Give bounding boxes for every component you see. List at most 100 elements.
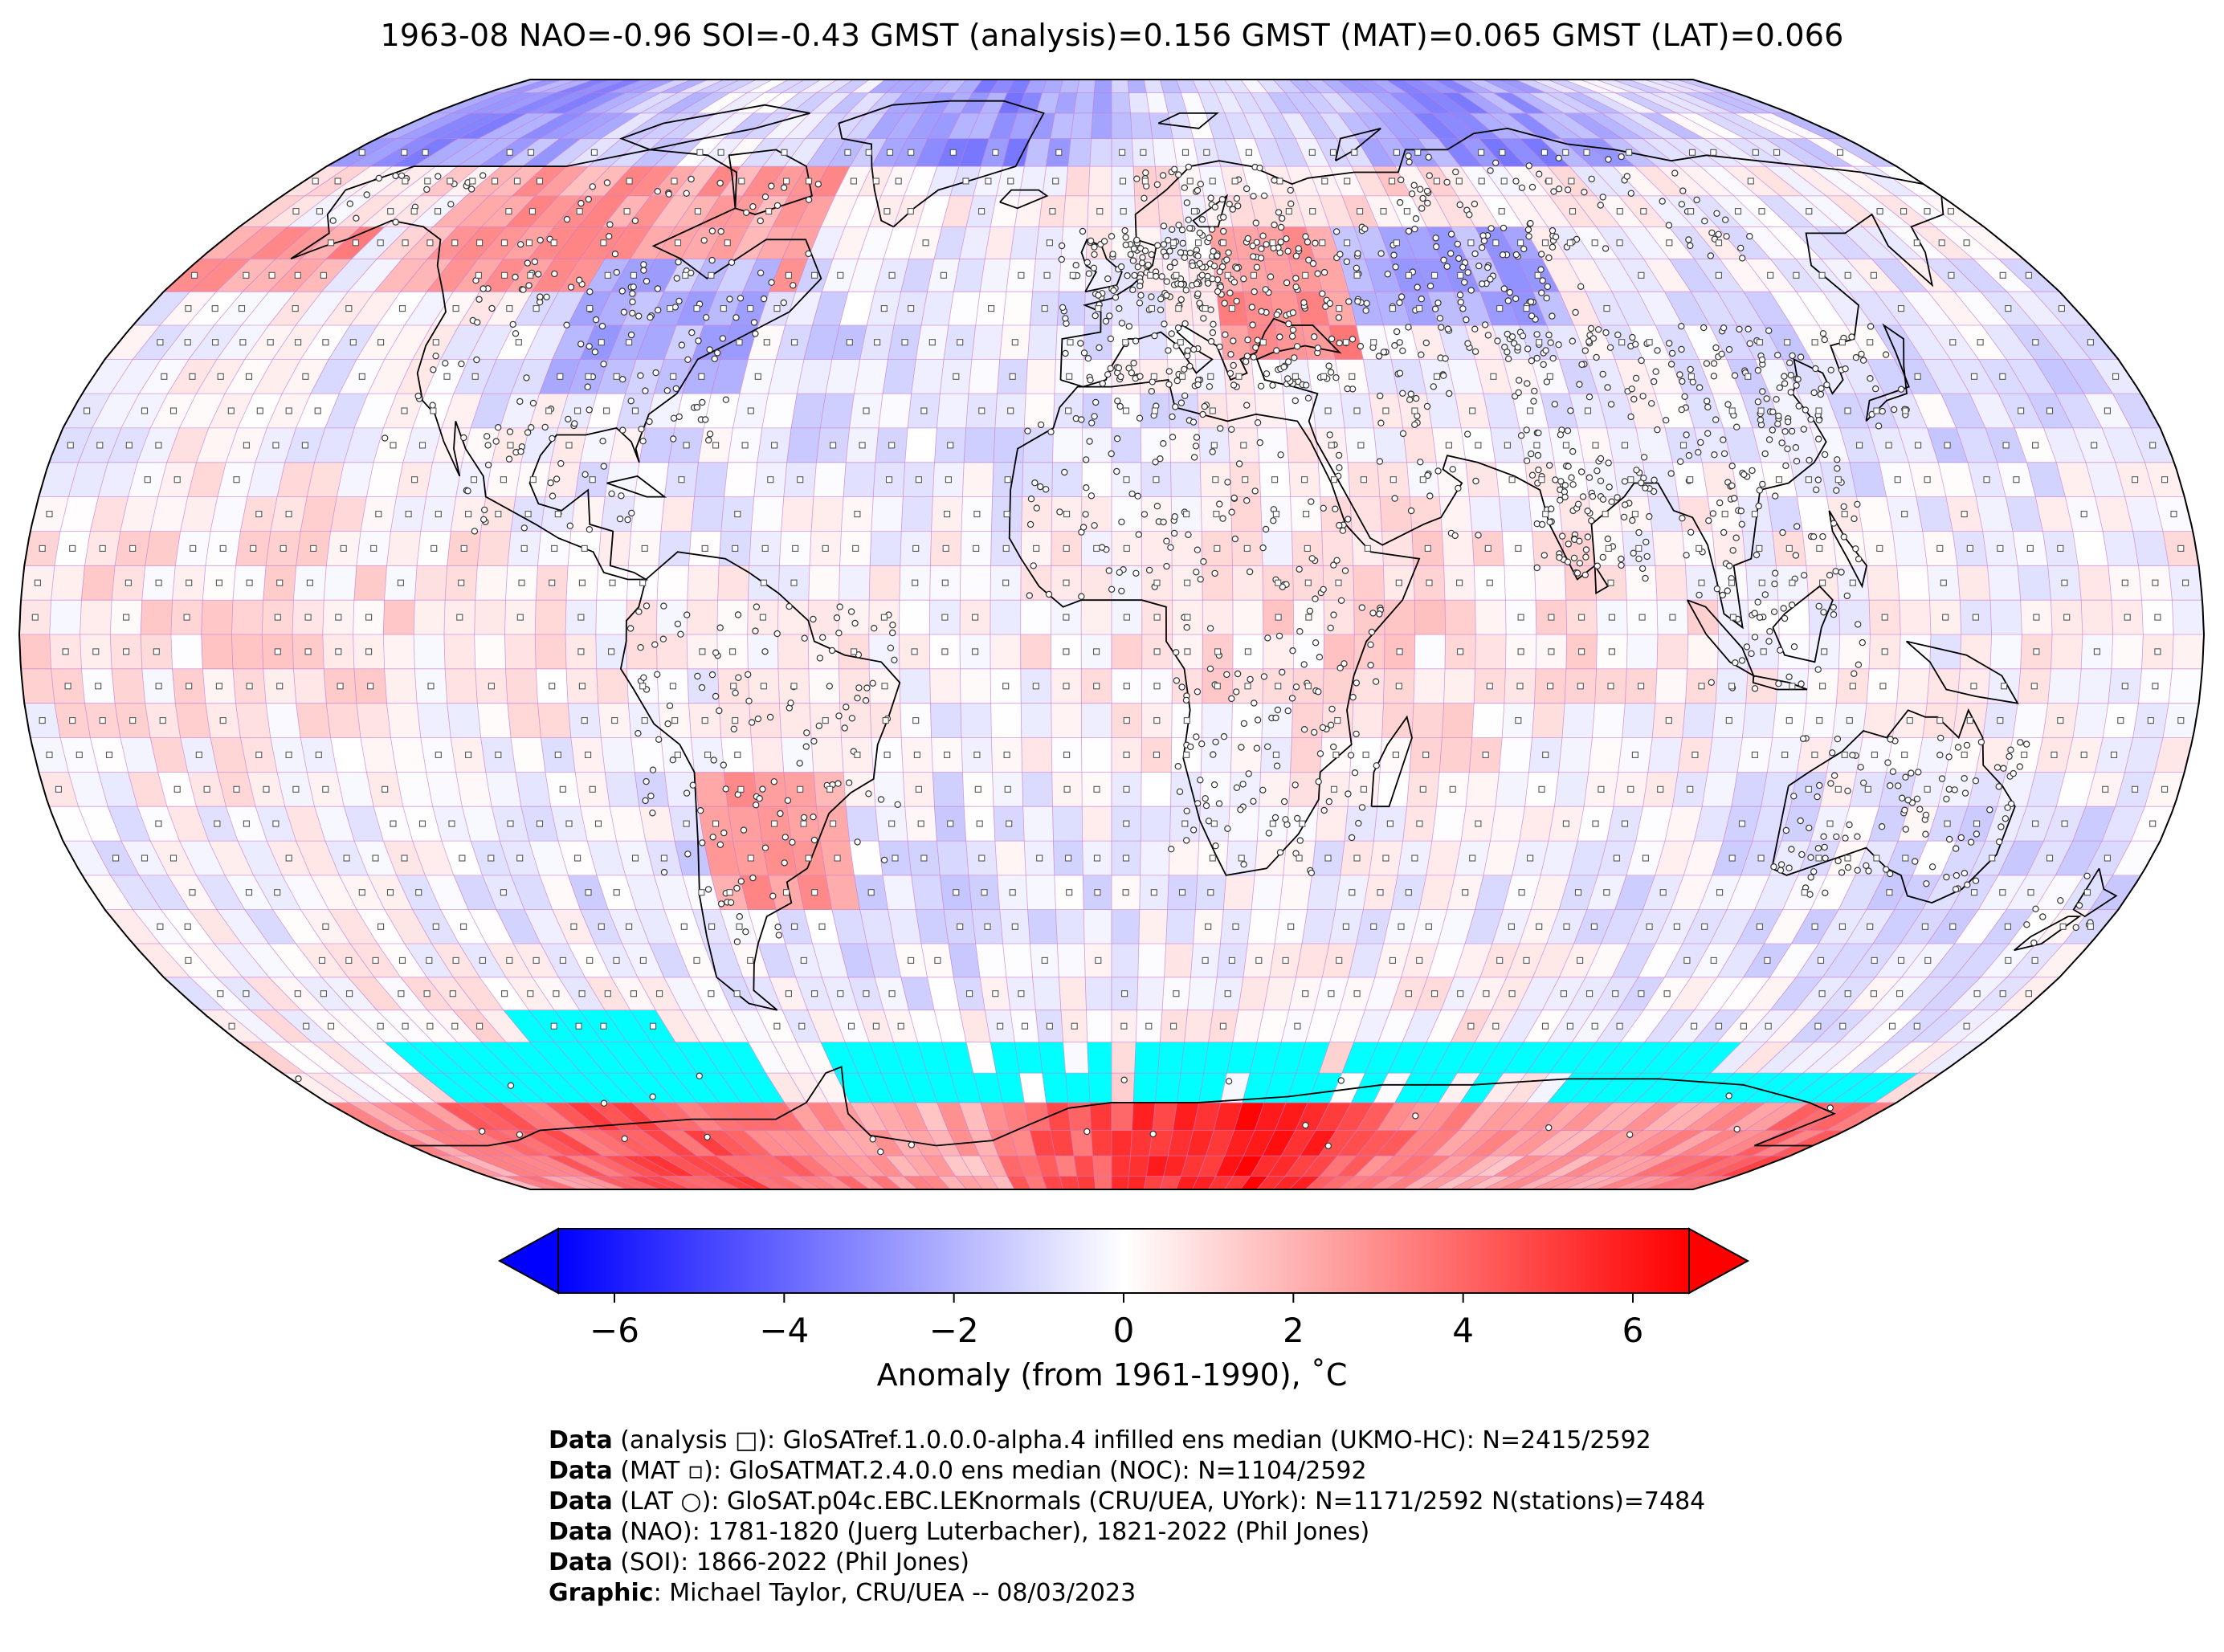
station-marker <box>1781 380 1789 387</box>
station-marker <box>1725 1092 1732 1099</box>
analysis-marker <box>426 957 433 964</box>
grid-cell <box>1797 496 1833 532</box>
station-marker <box>1746 340 1753 347</box>
grid-cell <box>993 427 1025 463</box>
station-marker <box>1406 396 1414 403</box>
station-marker <box>753 802 760 809</box>
station-marker <box>769 892 777 899</box>
station-marker <box>730 725 738 733</box>
station-marker <box>1358 804 1366 811</box>
station-marker <box>1897 385 1905 393</box>
analysis-marker <box>1598 785 1605 793</box>
grid-cell <box>1168 840 1200 876</box>
analysis-marker <box>1093 785 1100 793</box>
station-marker <box>549 492 557 500</box>
analysis-marker <box>1867 923 1874 930</box>
station-marker <box>1854 500 1861 508</box>
station-marker <box>480 516 488 524</box>
station-marker <box>796 760 803 767</box>
grid-cell <box>1021 737 1053 773</box>
station-marker <box>1171 513 1178 520</box>
station-marker <box>1700 324 1708 332</box>
station-marker <box>613 268 621 276</box>
station-marker <box>1380 349 1388 356</box>
station-marker <box>1828 749 1836 757</box>
station-marker <box>1209 448 1216 455</box>
station-marker <box>1963 741 1971 749</box>
grid-cell <box>929 668 961 704</box>
analysis-marker <box>811 889 818 896</box>
station-marker <box>736 912 744 920</box>
station-marker <box>1139 254 1146 261</box>
station-marker <box>1822 889 1829 897</box>
grid-cell <box>1409 496 1443 532</box>
station-marker <box>1638 565 1647 573</box>
station-marker <box>1214 288 1222 296</box>
station-marker <box>732 689 739 697</box>
analysis-marker <box>785 990 792 997</box>
station-marker <box>1326 300 1334 308</box>
station-marker <box>1300 299 1308 306</box>
station-marker <box>1604 384 1611 391</box>
station-marker <box>1844 863 1852 871</box>
grid-cell <box>948 291 981 326</box>
analysis-marker <box>1324 855 1332 862</box>
analysis-marker <box>680 923 688 930</box>
station-marker <box>1629 516 1636 524</box>
analysis-marker <box>1607 683 1614 690</box>
station-marker <box>1759 388 1766 395</box>
station-marker <box>1396 299 1403 307</box>
station-marker <box>810 836 818 844</box>
analysis-marker <box>390 820 397 827</box>
station-marker <box>1945 753 1953 761</box>
station-marker <box>810 615 817 623</box>
grid-cell <box>1140 840 1170 876</box>
station-marker <box>1564 427 1572 434</box>
analysis-marker <box>578 990 586 997</box>
grid-cell <box>1051 462 1083 497</box>
station-marker <box>1282 816 1289 823</box>
station-marker <box>628 509 635 517</box>
station-marker <box>908 1141 916 1148</box>
station-marker <box>1169 434 1177 441</box>
station-marker <box>611 251 619 258</box>
station-marker <box>1438 324 1445 331</box>
station-marker <box>1114 398 1121 405</box>
analysis-marker <box>377 1022 384 1030</box>
station-marker <box>1471 325 1479 332</box>
station-marker <box>1518 184 1526 191</box>
station-marker <box>1224 825 1231 833</box>
analysis-marker <box>600 1022 607 1030</box>
analysis-marker <box>913 751 920 758</box>
station-marker <box>749 874 757 882</box>
analysis-marker <box>1332 751 1340 758</box>
station-marker <box>1418 351 1425 358</box>
station-marker <box>1280 363 1287 371</box>
analysis-marker <box>1657 785 1664 793</box>
station-marker <box>672 385 680 393</box>
station-marker <box>1228 695 1235 703</box>
station-marker <box>600 463 608 470</box>
station-marker <box>1222 331 1229 338</box>
station-marker <box>1184 347 1192 354</box>
grid-cell <box>1052 427 1083 463</box>
station-marker <box>1110 287 1117 294</box>
station-marker <box>1172 649 1180 656</box>
analysis-marker <box>1004 785 1011 793</box>
station-marker <box>1492 159 1500 166</box>
station-marker <box>1105 567 1113 574</box>
analysis-marker <box>456 614 463 621</box>
station-marker <box>1819 532 1826 540</box>
grid-cell <box>1111 80 1129 93</box>
analysis-marker <box>1608 648 1615 655</box>
station-marker <box>675 297 683 305</box>
station-marker <box>1320 268 1328 276</box>
station-marker <box>1205 818 1213 825</box>
station-marker <box>1525 162 1532 169</box>
station-marker <box>697 807 704 814</box>
station-marker <box>1972 777 1980 785</box>
station-marker <box>1708 229 1716 237</box>
analysis-marker <box>304 648 312 655</box>
station-marker <box>1406 158 1413 165</box>
analysis-marker <box>639 683 647 690</box>
